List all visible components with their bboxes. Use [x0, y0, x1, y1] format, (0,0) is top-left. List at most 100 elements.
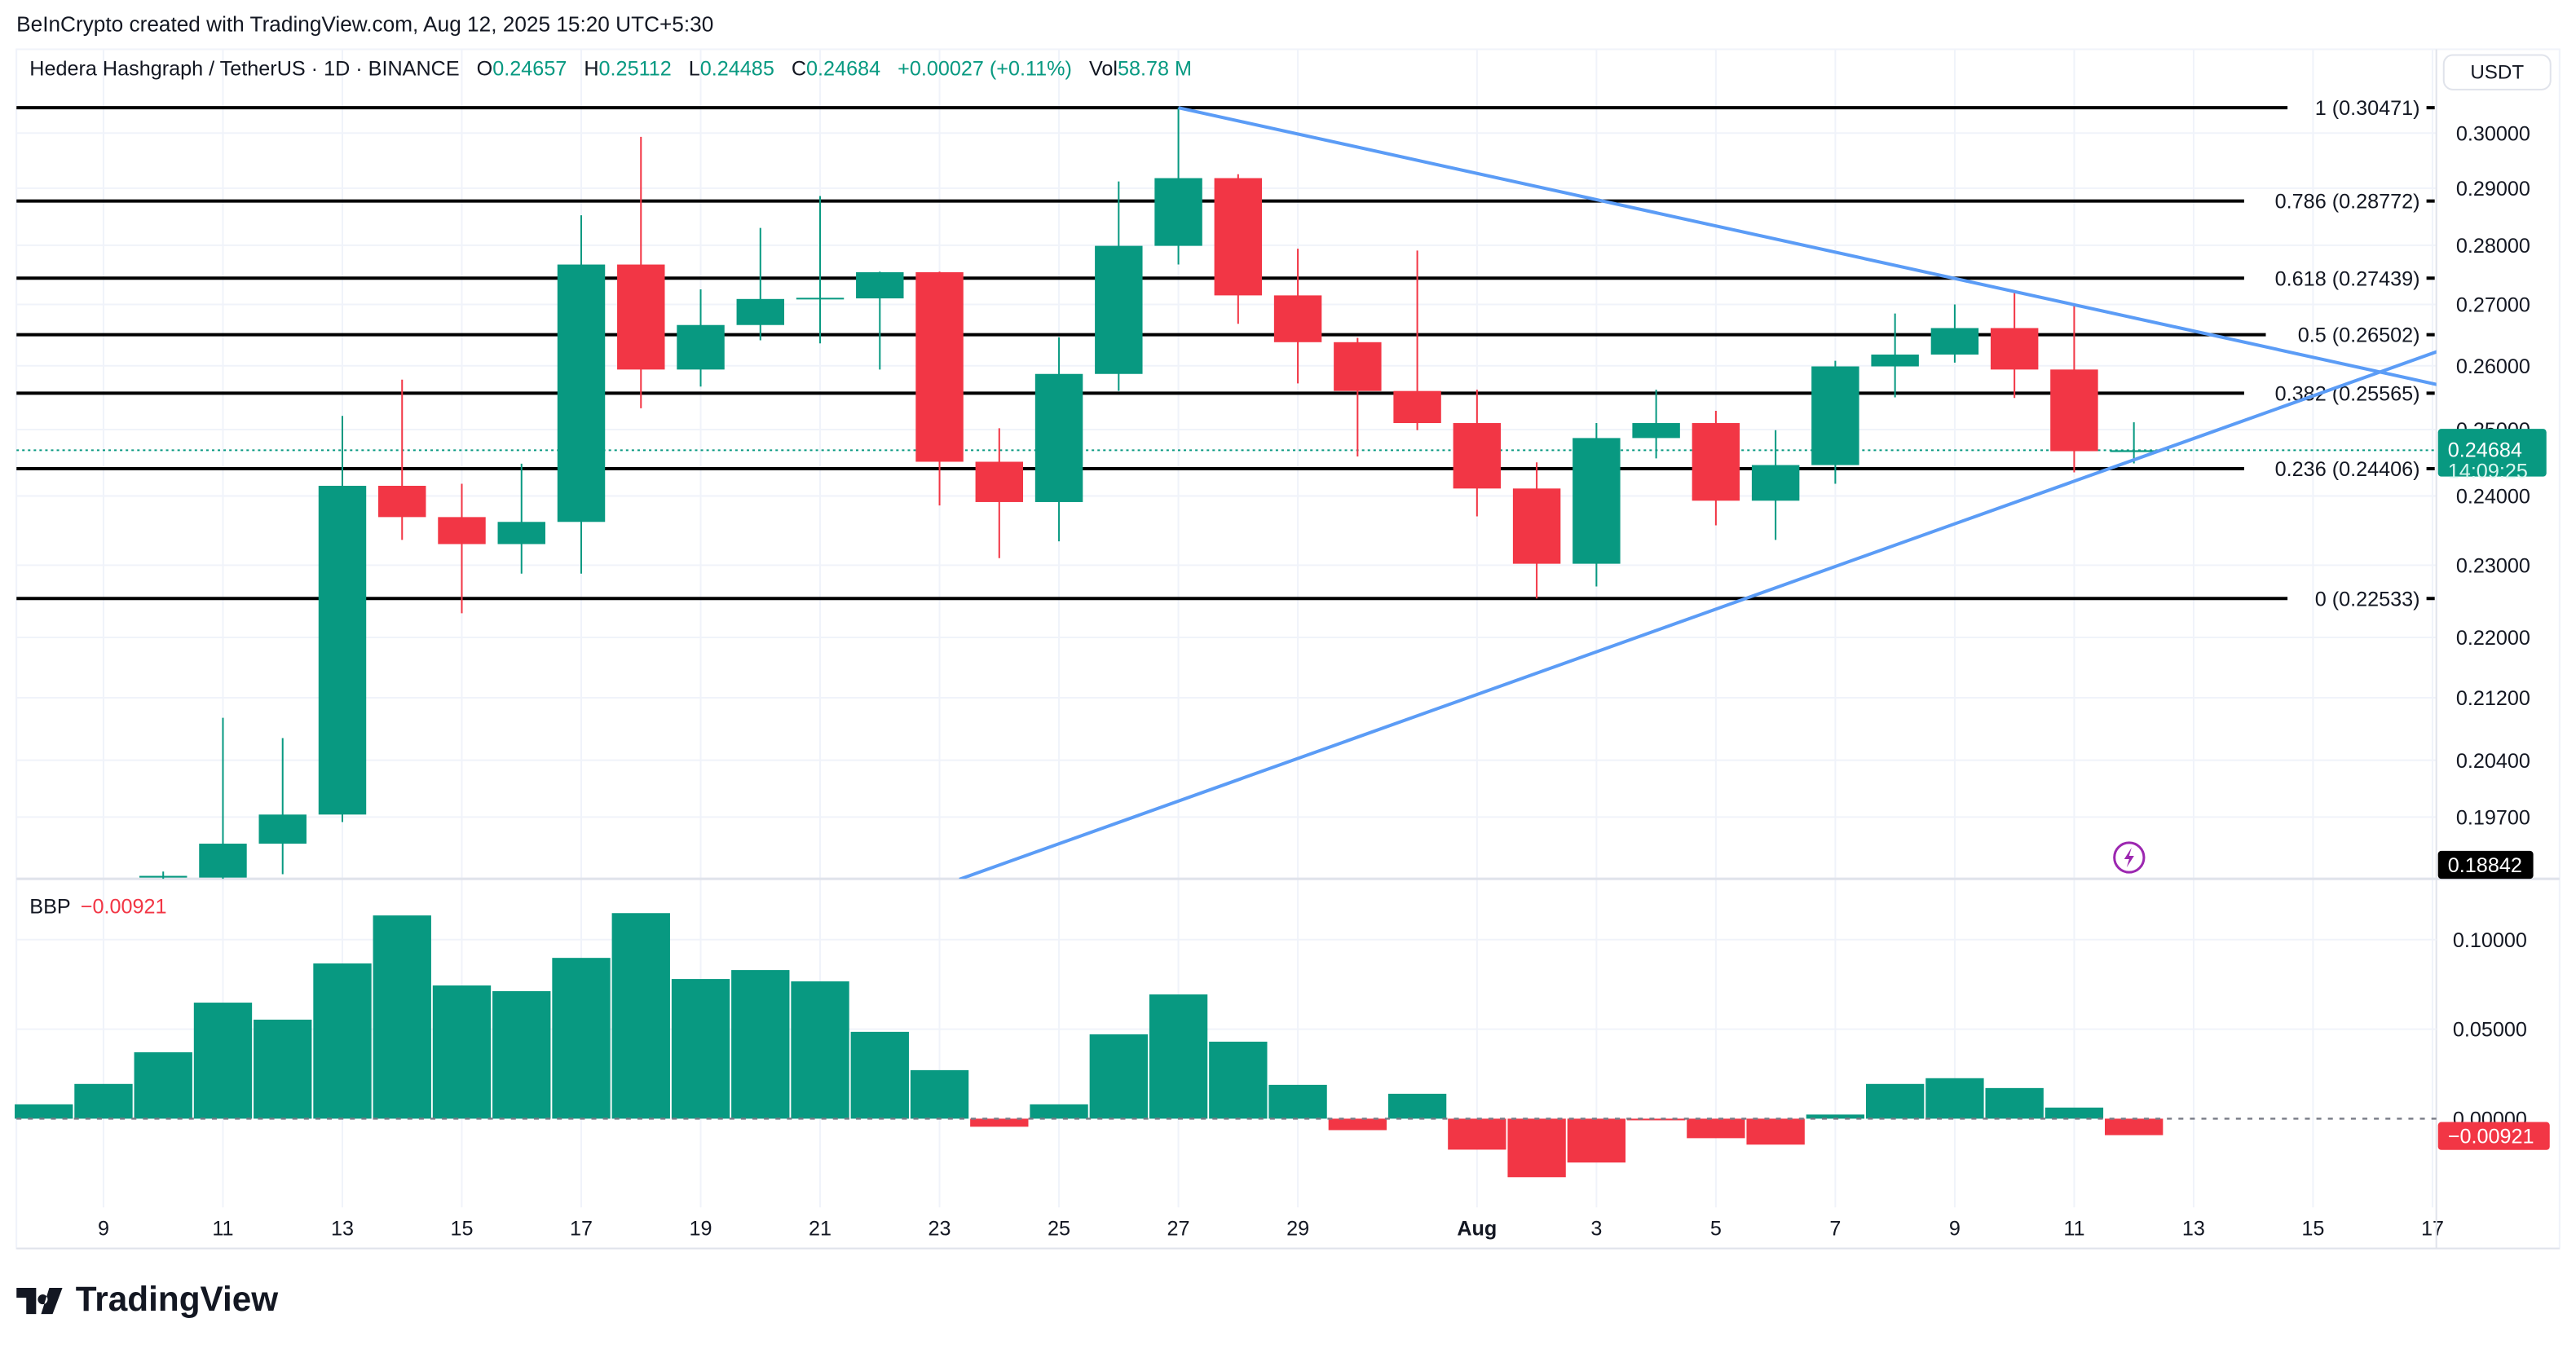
x-tick-label: 11 — [2063, 1218, 2084, 1241]
bbp-bar — [1687, 1118, 1745, 1139]
y-tick-label: 0.22000 — [2456, 627, 2530, 650]
low-value: 0.24485 — [699, 57, 774, 81]
candle-body — [1930, 328, 1979, 355]
countdown-value: 14:09:25 — [2448, 461, 2528, 483]
candle-body — [1990, 328, 2039, 370]
y-tick-label: 0.26000 — [2456, 355, 2530, 378]
symbol-name[interactable]: Hedera Hashgraph / TetherUS · 1D · BINAN… — [29, 57, 460, 81]
candle-body — [736, 298, 785, 325]
candle-body — [1632, 423, 1680, 439]
bbp-bar — [1089, 1034, 1148, 1119]
x-tick-label: 15 — [450, 1218, 473, 1241]
close-value: 0.24684 — [806, 57, 881, 81]
tradingview-logo-icon — [16, 1287, 63, 1315]
bbp-bar — [1985, 1087, 2044, 1119]
volume-value: 58.78 M — [1118, 57, 1193, 81]
symbol-legend: Hedera Hashgraph / TetherUS · 1D · BINAN… — [29, 58, 1192, 81]
open-value: 0.24657 — [492, 57, 567, 81]
bbp-bar — [791, 981, 849, 1119]
candle-body — [318, 486, 367, 815]
bbp-bar — [1626, 1118, 1686, 1121]
candle-body — [258, 814, 307, 844]
bbp-bar — [1387, 1093, 1447, 1119]
candle-body — [1154, 178, 1202, 246]
tradingview-logo[interactable]: TradingView — [16, 1281, 278, 1320]
candle-body — [1034, 373, 1083, 502]
bbp-value-badge — [2437, 1122, 2550, 1150]
x-tick-label: 15 — [2301, 1218, 2324, 1241]
currency-button[interactable]: USDT — [2442, 54, 2552, 90]
bbp-bar — [2105, 1118, 2164, 1135]
bbp-bar — [15, 1104, 73, 1119]
bbp-bar — [134, 1051, 192, 1119]
candle-body — [617, 264, 665, 370]
volume-label: Vol — [1088, 57, 1118, 81]
bbp-value: −0.00921 — [80, 895, 167, 919]
change-value: +0.00027 (+0.11%) — [898, 57, 1072, 81]
y-tick-label: 0.19700 — [2456, 806, 2530, 829]
fib-level-label: 0.786 (0.28772) — [2275, 191, 2420, 214]
y-tick-label: 0.23000 — [2456, 554, 2530, 577]
candle-body — [2110, 450, 2158, 452]
low-marker-badge — [2437, 850, 2534, 879]
x-tick-label: 29 — [1286, 1218, 1309, 1241]
candle-body — [1334, 342, 1382, 391]
trendline — [959, 350, 2437, 879]
x-tick-label: 23 — [929, 1218, 951, 1241]
candle-body — [1273, 295, 1322, 342]
bbp-bar — [1746, 1118, 1805, 1145]
bbp-bar — [254, 1019, 312, 1119]
lightning-icon-bolt — [2124, 847, 2134, 868]
bbp-bar — [1567, 1118, 1626, 1163]
y-tick-label: 0.24000 — [2456, 486, 2530, 509]
fib-level-label: 0 (0.22533) — [2315, 588, 2420, 611]
lightning-icon — [2113, 841, 2146, 874]
candle-body — [199, 844, 247, 878]
x-tick-label: 5 — [1710, 1218, 1722, 1241]
bbp-bar — [1268, 1084, 1327, 1119]
bbp-bar — [731, 970, 790, 1119]
open-label: O — [476, 57, 493, 81]
low-marker-value: 0.18842 — [2448, 854, 2522, 877]
candle-body — [1692, 423, 1740, 501]
candle-body — [1751, 465, 1800, 501]
candle-body — [438, 517, 486, 544]
x-tick-label: 7 — [1829, 1218, 1841, 1241]
candle-body — [915, 271, 964, 462]
candle-body — [1453, 423, 1502, 489]
low-label: L — [688, 57, 700, 81]
candle-body — [796, 298, 845, 300]
bbp-bar — [432, 985, 492, 1119]
x-tick-label: 9 — [1949, 1218, 1961, 1241]
candle-body — [975, 461, 1024, 502]
y-tick-label: 0.21200 — [2456, 687, 2530, 710]
bbp-bar — [1865, 1083, 1925, 1119]
bbp-bar — [313, 963, 372, 1119]
bbp-bar — [1925, 1078, 1984, 1119]
bbp-bar — [492, 991, 551, 1119]
x-tick-label: 25 — [1048, 1218, 1070, 1241]
candle-body — [1512, 488, 1561, 564]
candle-body — [139, 875, 187, 878]
bbp-bar — [1507, 1118, 1566, 1178]
bbp-value-label: −0.00921 — [2448, 1126, 2534, 1148]
x-tick-label: 21 — [809, 1218, 831, 1241]
candle-body — [1214, 178, 1263, 296]
x-tick-label: 17 — [2421, 1218, 2444, 1241]
candle-body — [856, 271, 904, 299]
x-tick-label: 3 — [1590, 1218, 1602, 1241]
x-tick-label: 9 — [98, 1218, 109, 1241]
candle-body — [2050, 369, 2098, 452]
watermark-text: BeInCrypto created with TradingView.com,… — [16, 11, 714, 37]
candle-body — [557, 264, 606, 522]
trendline — [1178, 106, 2437, 386]
bbp-bar — [2044, 1107, 2104, 1119]
bbp-bar — [671, 979, 730, 1119]
last-price-value: 0.24684 — [2448, 439, 2522, 461]
y-tick-label: 0.28000 — [2456, 235, 2530, 258]
y-tick-label: 0.30000 — [2456, 122, 2530, 145]
bbp-title[interactable]: BBP — [29, 895, 71, 919]
bbp-bar — [1448, 1118, 1506, 1150]
